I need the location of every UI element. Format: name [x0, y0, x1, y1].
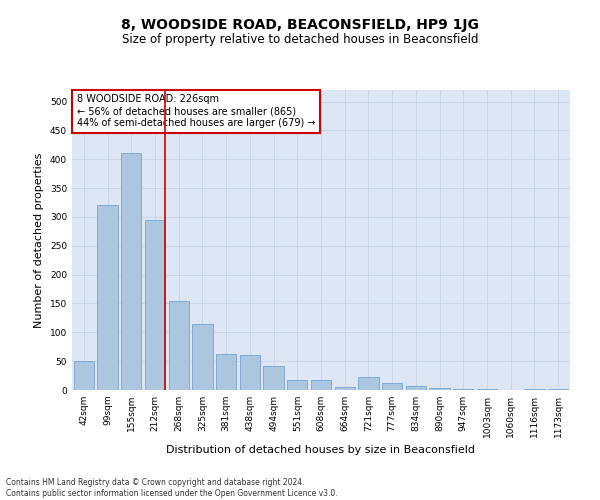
- Bar: [335, 387, 355, 390]
- Bar: [287, 380, 307, 390]
- Text: Size of property relative to detached houses in Beaconsfield: Size of property relative to detached ho…: [122, 32, 478, 46]
- Bar: [430, 388, 449, 390]
- Text: 8, WOODSIDE ROAD, BEACONSFIELD, HP9 1JG: 8, WOODSIDE ROAD, BEACONSFIELD, HP9 1JG: [121, 18, 479, 32]
- Bar: [548, 389, 568, 390]
- Text: Contains HM Land Registry data © Crown copyright and database right 2024.
Contai: Contains HM Land Registry data © Crown c…: [6, 478, 338, 498]
- Bar: [263, 366, 284, 390]
- Bar: [311, 380, 331, 390]
- Bar: [169, 300, 189, 390]
- X-axis label: Distribution of detached houses by size in Beaconsfield: Distribution of detached houses by size …: [167, 446, 476, 456]
- Bar: [406, 386, 426, 390]
- Bar: [477, 389, 497, 390]
- Bar: [97, 206, 118, 390]
- Bar: [145, 220, 165, 390]
- Bar: [193, 324, 212, 390]
- Bar: [358, 378, 379, 390]
- Bar: [74, 361, 94, 390]
- Bar: [216, 354, 236, 390]
- Y-axis label: Number of detached properties: Number of detached properties: [34, 152, 44, 328]
- Text: 8 WOODSIDE ROAD: 226sqm
← 56% of detached houses are smaller (865)
44% of semi-d: 8 WOODSIDE ROAD: 226sqm ← 56% of detache…: [77, 94, 316, 128]
- Bar: [240, 356, 260, 390]
- Bar: [121, 154, 142, 390]
- Bar: [382, 383, 402, 390]
